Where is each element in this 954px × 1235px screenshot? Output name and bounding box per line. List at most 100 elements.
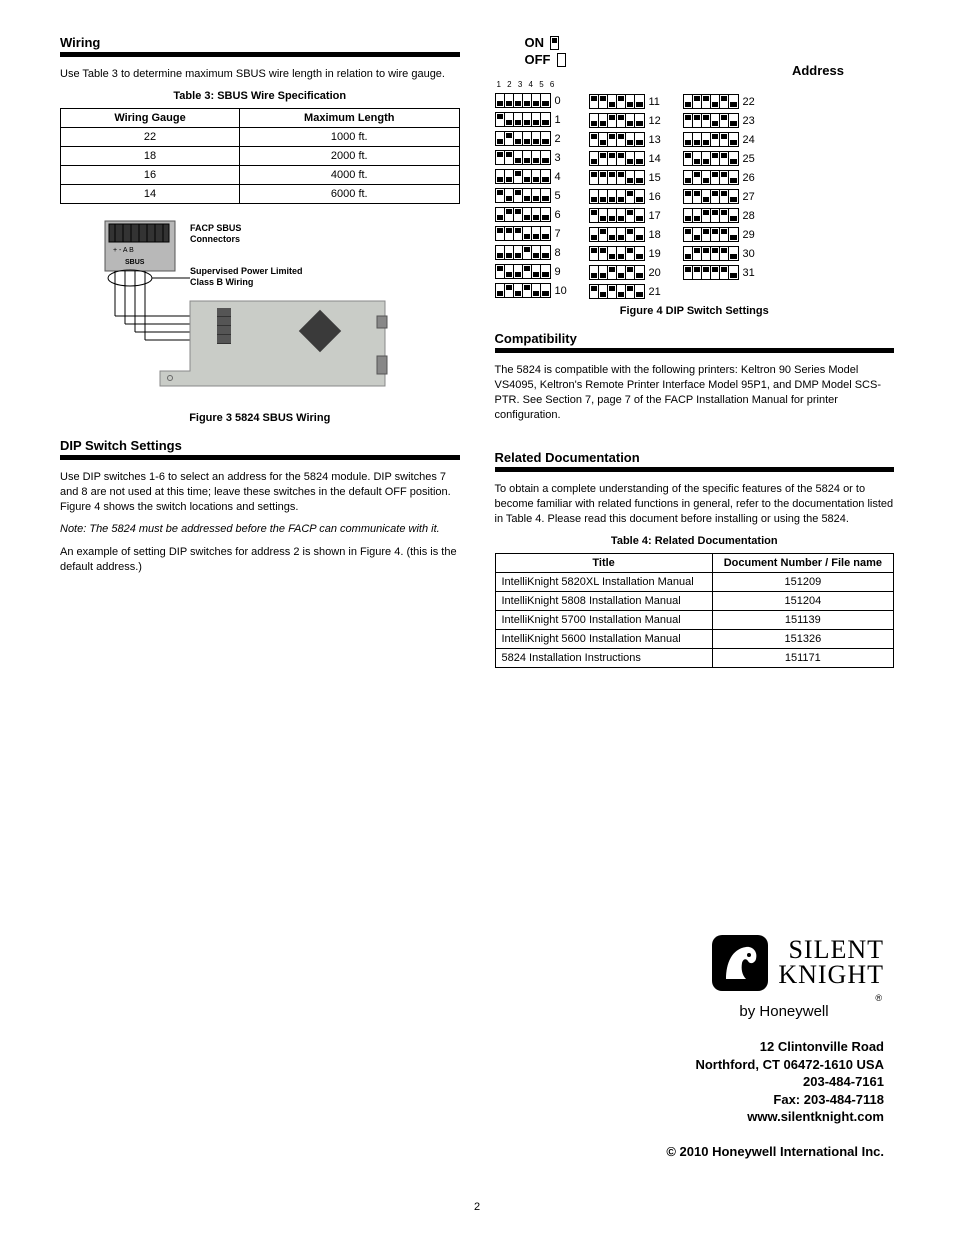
switch-off-icon (599, 285, 608, 298)
dip-address-number: 11 (649, 96, 665, 108)
switch-off-icon (617, 190, 626, 203)
dip-bank-icon (589, 208, 645, 223)
switch-on-icon (693, 190, 702, 203)
dip-entry: 9 (495, 264, 571, 279)
switch-on-icon (505, 227, 514, 240)
switch-off-icon (514, 265, 523, 278)
switch-on-icon (720, 152, 729, 165)
switch-on-icon (608, 152, 617, 165)
switch-off-icon (532, 208, 541, 221)
switch-off-icon (684, 171, 693, 184)
switch-on-icon (720, 247, 729, 260)
switch-off-icon (532, 170, 541, 183)
switch-off-icon (590, 152, 599, 165)
switch-off-icon (729, 247, 738, 260)
switch-off-icon (693, 209, 702, 222)
switch-on-icon (711, 133, 720, 146)
dip-address-number: 1 (555, 114, 571, 126)
switch-off-icon (496, 170, 505, 183)
dip-bank-icon (683, 132, 739, 147)
switch-off-icon (523, 208, 532, 221)
dip-entry: 28 (683, 208, 759, 223)
dip-entry: 10 (495, 283, 571, 298)
dip-bank-icon (495, 264, 551, 279)
switch-on-icon (720, 190, 729, 203)
switch-on-icon (514, 208, 523, 221)
dip-bank-icon (589, 132, 645, 147)
dip-entry: 0 (495, 93, 571, 108)
switch-on-icon (496, 151, 505, 164)
switch-on-icon (693, 247, 702, 260)
dip-entry: 13 (589, 132, 665, 147)
switch-on-icon (626, 266, 635, 279)
page-number: 2 (0, 1201, 954, 1213)
switch-off-icon (532, 113, 541, 126)
switch-off-icon (599, 133, 608, 146)
dip-address-number: 22 (743, 96, 759, 108)
switch-on-icon (720, 266, 729, 279)
dip-address-number: 12 (649, 115, 665, 127)
switch-off-icon (532, 284, 541, 297)
switch-on-icon (711, 171, 720, 184)
dip-address-number: 3 (555, 152, 571, 164)
dip-bank-icon (683, 113, 739, 128)
dip-address-number: 13 (649, 134, 665, 146)
dip-entry: 4 (495, 169, 571, 184)
dip-bank-icon (495, 245, 551, 260)
switch-off-icon (635, 266, 644, 279)
switch-off-icon (608, 209, 617, 222)
dip-address-number: 18 (649, 229, 665, 241)
dip-legend: ON OFF (525, 35, 566, 67)
dip-entry: 11 (589, 94, 665, 109)
footer-block: SILENT KNIGHT ® by Honeywell 12 Clintonv… (666, 935, 884, 1159)
dip-address-number: 26 (743, 172, 759, 184)
switch-off-icon (635, 114, 644, 127)
dip-address-number: 10 (555, 285, 571, 297)
dip-address-number: 7 (555, 228, 571, 240)
switch-on-icon (702, 209, 711, 222)
dip-entry: 27 (683, 189, 759, 204)
switch-off-icon (523, 189, 532, 202)
switch-off-icon (608, 95, 617, 108)
switch-on-icon (693, 171, 702, 184)
copyright: © 2010 Honeywell International Inc. (666, 1144, 884, 1159)
switch-on-icon (702, 266, 711, 279)
switch-off-icon (523, 151, 532, 164)
dip-bank-icon (495, 131, 551, 146)
switch-off-icon (684, 95, 693, 108)
switch-off-icon (541, 94, 550, 107)
dip-entry: 16 (589, 189, 665, 204)
switch-off-icon (496, 94, 505, 107)
switch-off-icon (505, 170, 514, 183)
switch-off-icon (608, 190, 617, 203)
facp-label: FACP SBUS (190, 223, 241, 233)
switch-off-icon (626, 114, 635, 127)
dip-address-number: 27 (743, 191, 759, 203)
switch-on-icon (617, 114, 626, 127)
switch-off-icon (608, 247, 617, 260)
table-row: 146000 ft. (61, 184, 460, 203)
switch-on-icon (496, 265, 505, 278)
legend-off: OFF (525, 52, 551, 67)
switch-off-icon (541, 265, 550, 278)
wiring-table: Wiring Gauge Maximum Length 221000 ft. 1… (60, 108, 460, 204)
switch-on-icon (626, 209, 635, 222)
switch-on-icon (523, 265, 532, 278)
switch-on-icon (684, 190, 693, 203)
legend-on: ON (525, 35, 545, 50)
dip-address-number: 20 (649, 267, 665, 279)
byline: by Honeywell (684, 1003, 884, 1020)
dip-address-number: 15 (649, 172, 665, 184)
dip-bank-icon (683, 208, 739, 223)
switch-off-icon (590, 114, 599, 127)
dip-address-number: 6 (555, 209, 571, 221)
switch-off-icon (711, 95, 720, 108)
dip-address-number: 30 (743, 248, 759, 260)
dip-entry: 19 (589, 246, 665, 261)
switch-on-icon (505, 132, 514, 145)
switch-off-icon (496, 208, 505, 221)
switch-on-icon (608, 114, 617, 127)
switch-off-icon (541, 284, 550, 297)
switch-on-icon (496, 227, 505, 240)
dip-entry: 31 (683, 265, 759, 280)
